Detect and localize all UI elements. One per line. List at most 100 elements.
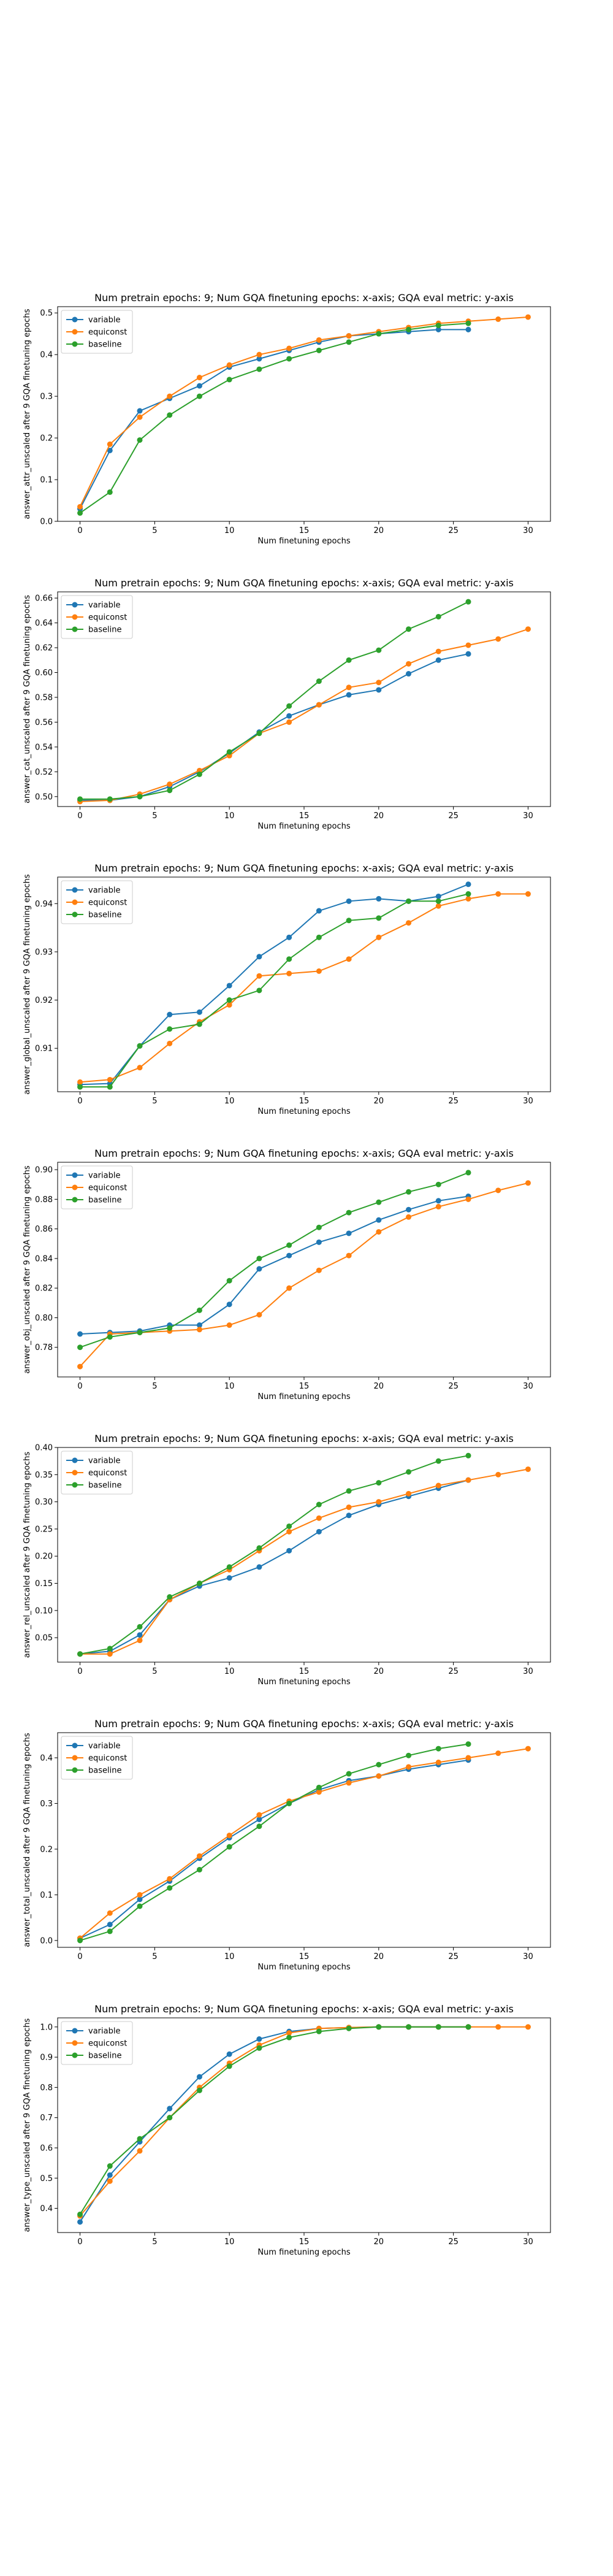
data-point-baseline [286,2034,292,2041]
data-point-variable [346,692,352,698]
data-point-variable [226,2051,232,2057]
series-equiconst [77,1746,531,1941]
x-tick-label: 15 [299,1952,310,1961]
data-point-equiconst [137,1065,143,1071]
legend-swatch-marker [72,329,78,335]
data-point-baseline [406,1189,412,1195]
y-tick-label: 0.86 [35,1225,53,1234]
data-point-baseline [316,678,322,684]
y-tick-label: 0.05 [35,1634,53,1643]
data-point-baseline [465,1452,471,1459]
legend-label-variable: variable [88,2027,120,2036]
data-point-equiconst [316,968,322,974]
chart-panel-5: Num pretrain epochs: 9; Num GQA finetuni… [0,1426,613,1690]
data-point-baseline [256,1545,262,1551]
data-point-equiconst [167,393,173,399]
data-point-equiconst [196,1327,202,1333]
legend-swatch-marker [72,1742,78,1749]
data-point-baseline [465,599,471,605]
chart-title: Num pretrain epochs: 9; Num GQA finetuni… [94,1718,514,1730]
data-point-baseline [77,1938,83,1944]
data-point-variable [406,671,412,677]
y-tick-label: 0.62 [35,644,53,653]
data-point-baseline [167,2115,173,2121]
data-point-equiconst [316,337,322,343]
data-point-equiconst [137,1638,143,1644]
legend-label-variable: variable [88,601,120,610]
y-tick-label: 0.6 [40,2144,53,2153]
x-tick-label: 0 [77,1097,82,1106]
x-tick-label: 0 [77,526,82,535]
data-point-baseline [346,339,352,345]
data-point-baseline [167,788,173,794]
chart-panel-2: Num pretrain epochs: 9; Num GQA finetuni… [0,570,613,834]
data-point-equiconst [167,1040,173,1046]
data-point-variable [256,1564,262,1570]
y-tick-label: 0.4 [40,2204,53,2214]
data-point-baseline [77,1651,83,1657]
y-tick-label: 0.80 [35,1314,53,1323]
data-point-baseline [107,2163,113,2169]
legend: variable equiconst baseline [61,1451,133,1495]
legend-box [61,1451,133,1495]
series-variable [77,326,471,512]
series-equiconst [77,626,531,805]
legend-swatch-marker [72,899,78,905]
data-point-equiconst [376,1773,382,1779]
y-tick-label: 0.25 [35,1525,53,1534]
x-tick-label: 10 [224,811,235,821]
data-point-equiconst [316,702,322,708]
data-point-baseline [77,2211,83,2217]
chart-svg: Num pretrain epochs: 9; Num GQA finetuni… [23,577,551,831]
x-axis-label: Num finetuning epochs [257,822,351,831]
data-point-variable [77,1331,83,1337]
y-tick-label: 0.8 [40,2083,53,2093]
y-tick-label: 0.0 [40,518,53,527]
data-point-baseline [286,1242,292,1248]
legend-swatch-marker [72,1482,78,1488]
x-tick-label: 10 [224,1952,235,1961]
x-tick-label: 30 [523,1382,533,1391]
data-point-equiconst [286,1528,292,1535]
data-point-baseline [346,1488,352,1494]
x-tick-label: 30 [523,1952,533,1961]
data-point-baseline [435,898,441,904]
data-point-baseline [435,323,441,329]
data-point-equiconst [465,1755,471,1761]
data-point-equiconst [316,1515,322,1521]
data-point-baseline [376,1199,382,1205]
data-point-baseline [316,347,322,353]
data-point-variable [107,447,113,453]
data-point-equiconst [256,973,262,979]
data-point-equiconst [107,1076,113,1083]
data-point-variable [256,356,262,362]
data-point-baseline [107,489,113,495]
chart-title: Num pretrain epochs: 9; Num GQA finetuni… [94,292,514,304]
data-point-equiconst [346,684,352,691]
y-tick-label: 0.52 [35,768,53,777]
x-tick-label: 30 [523,1667,533,1676]
legend-label-variable: variable [88,1742,120,1751]
data-point-baseline [77,796,83,802]
data-point-baseline [286,956,292,962]
series-line-baseline [80,893,469,1088]
series-baseline [77,320,471,516]
legend-label-variable: variable [88,316,120,325]
x-tick-label: 30 [523,2237,533,2247]
data-point-baseline [286,1523,292,1529]
y-tick-label: 0.91 [35,1045,53,1054]
legend-swatch-marker [72,341,78,347]
y-tick-label: 0.2 [40,434,53,443]
series-baseline [77,1452,471,1657]
x-tick-label: 5 [152,811,157,821]
y-tick-label: 0.94 [35,900,53,909]
legend-swatch-marker [72,2028,78,2034]
data-point-baseline [256,1823,262,1830]
legend-swatch-marker [72,1767,78,1773]
data-point-baseline [77,1084,83,1090]
data-point-variable [137,1632,143,1638]
data-point-baseline [226,749,232,755]
x-tick-label: 5 [152,1667,157,1676]
legend-label-equiconst: equiconst [88,1754,127,1763]
data-point-equiconst [286,1285,292,1291]
